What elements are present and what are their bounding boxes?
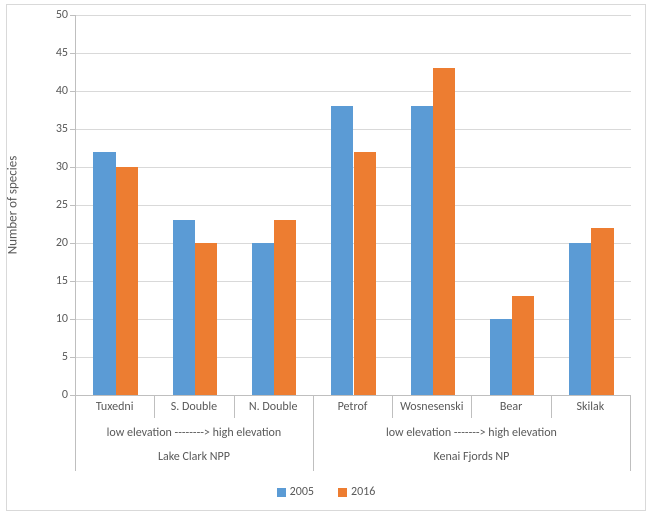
plot-area bbox=[75, 15, 631, 396]
elevation-label: low elevation -------> high elevation bbox=[386, 426, 557, 440]
elevation-label: low elevation --------> high elevation bbox=[107, 426, 282, 440]
ytick-mark bbox=[70, 53, 75, 54]
ytick-label: 40 bbox=[28, 84, 68, 98]
ytick-label: 35 bbox=[28, 122, 68, 136]
bar-2005-skilak bbox=[569, 243, 591, 395]
ytick-label: 45 bbox=[28, 46, 68, 60]
bar-2005-tuxedni bbox=[93, 152, 115, 395]
y-axis-label: Number of species bbox=[6, 156, 21, 255]
category-label: N. Double bbox=[249, 400, 298, 414]
bar-2016-s-double bbox=[195, 243, 217, 395]
ytick-label: 5 bbox=[28, 350, 68, 364]
gridline bbox=[76, 15, 631, 16]
ytick-label: 25 bbox=[28, 198, 68, 212]
bar-2016-bear bbox=[512, 296, 534, 395]
axis-tick-line bbox=[630, 395, 631, 471]
chart-container: Number of species 2005 2016 0 5 10 15 20 25 30 3… bbox=[6, 4, 646, 511]
legend-item-2016: 2016 bbox=[338, 485, 375, 499]
axis-tick-line bbox=[471, 395, 472, 418]
bar-2016-tuxedni bbox=[116, 167, 138, 395]
axis-tick-line bbox=[551, 395, 552, 418]
gridline bbox=[76, 91, 631, 92]
ytick-label: 0 bbox=[28, 388, 68, 402]
legend-swatch bbox=[338, 488, 347, 497]
ytick-mark bbox=[70, 205, 75, 206]
ytick-label: 10 bbox=[28, 312, 68, 326]
category-label: Skilak bbox=[577, 400, 605, 414]
axis-tick-line bbox=[313, 395, 314, 471]
ytick-mark bbox=[70, 357, 75, 358]
bar-2005-bear bbox=[490, 319, 512, 395]
bar-2005-n-double bbox=[252, 243, 274, 395]
park-group-label: Lake Clark NPP bbox=[158, 450, 230, 464]
bar-2016-wosnesenski bbox=[433, 68, 455, 395]
park-group-label: Kenai Fjords NP bbox=[433, 450, 509, 464]
category-label: S. Double bbox=[171, 400, 217, 414]
legend: 2005 2016 bbox=[7, 485, 645, 499]
gridline bbox=[76, 53, 631, 54]
bar-2016-petrof bbox=[354, 152, 376, 395]
ytick-label: 30 bbox=[28, 160, 68, 174]
ytick-mark bbox=[70, 167, 75, 168]
category-label: Wosnesenski bbox=[400, 400, 463, 414]
category-label: Tuxedni bbox=[96, 400, 134, 414]
bar-2005-s-double bbox=[173, 220, 195, 395]
bar-2005-wosnesenski bbox=[411, 106, 433, 395]
ytick-mark bbox=[70, 129, 75, 130]
ytick-label: 15 bbox=[28, 274, 68, 288]
gridline bbox=[76, 129, 631, 130]
bar-2016-skilak bbox=[591, 228, 613, 395]
ytick-mark bbox=[70, 91, 75, 92]
ytick-mark bbox=[70, 319, 75, 320]
axis-tick-line bbox=[75, 395, 76, 471]
legend-swatch bbox=[277, 488, 286, 497]
axis-tick-line bbox=[234, 395, 235, 418]
ytick-mark bbox=[70, 243, 75, 244]
bar-2016-n-double bbox=[274, 220, 296, 395]
legend-text: 2005 bbox=[290, 485, 314, 499]
category-label: Bear bbox=[500, 400, 522, 414]
bar-2005-petrof bbox=[331, 106, 353, 395]
ytick-mark bbox=[70, 281, 75, 282]
ytick-label: 50 bbox=[28, 8, 68, 22]
ytick-label: 20 bbox=[28, 236, 68, 250]
legend-text: 2016 bbox=[351, 485, 375, 499]
axis-tick-line bbox=[392, 395, 393, 418]
ytick-mark bbox=[70, 15, 75, 16]
legend-item-2005: 2005 bbox=[277, 485, 314, 499]
category-label: Petrof bbox=[338, 400, 368, 414]
axis-tick-line bbox=[154, 395, 155, 418]
